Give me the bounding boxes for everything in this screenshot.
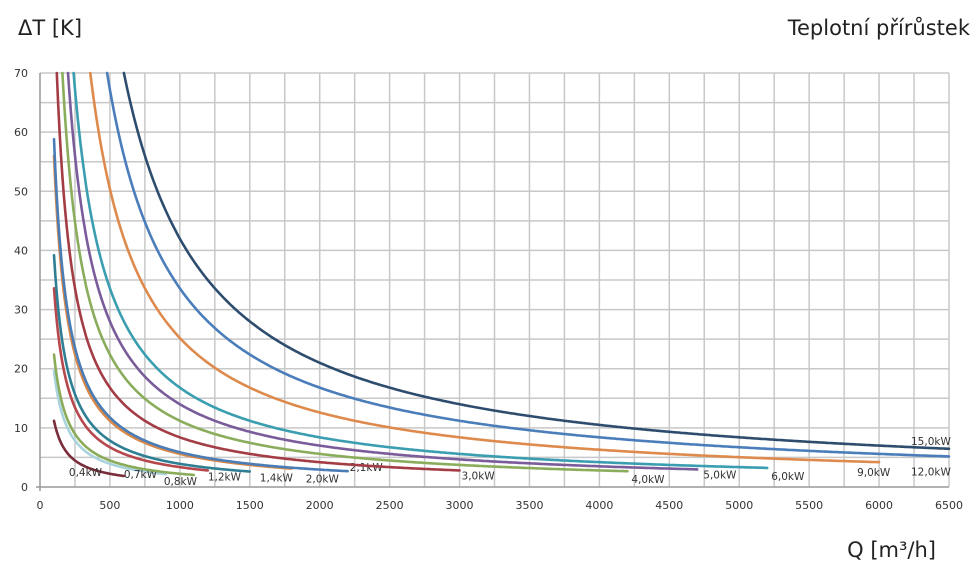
series-line-12-0kW <box>105 71 951 458</box>
x-tick-label: 1500 <box>236 499 264 512</box>
y-tick-label: 40 <box>14 244 28 257</box>
y-tick-label: 30 <box>14 304 28 317</box>
x-tick-label: 1000 <box>166 499 194 512</box>
series-line-9-0kW <box>89 71 881 464</box>
y-tick-label: 70 <box>14 67 28 80</box>
series-label: 0,7kW <box>124 469 158 481</box>
series-line-0-7kW <box>52 369 168 476</box>
series-line-1-4kW <box>52 253 252 473</box>
y-tick-label: 60 <box>14 126 28 139</box>
series-line-6-0kW <box>72 71 769 470</box>
x-tick-label: 3500 <box>515 499 543 512</box>
series-line-0-8kW <box>52 353 196 477</box>
x-tick-label: 4000 <box>585 499 613 512</box>
series-label: 0,4kW <box>69 467 103 479</box>
x-tick-label: 5000 <box>725 499 753 512</box>
series-line-1-2kW <box>52 286 210 472</box>
x-tick-label: 6500 <box>935 499 963 512</box>
series-label: 3,0kW <box>462 470 496 482</box>
y-tick-label: 50 <box>14 185 28 198</box>
series-label: 9,0kW <box>857 467 891 479</box>
series-label: 12,0kW <box>911 466 951 478</box>
series-line-5-0kW <box>66 71 699 471</box>
y-tick-label: 0 <box>21 481 28 494</box>
x-tick-label: 6000 <box>865 499 893 512</box>
series-line-2-1kW <box>52 137 350 473</box>
y-tick-label: 10 <box>14 422 28 435</box>
series-line-3-0kW <box>55 71 461 472</box>
series-label: 5,0kW <box>703 469 737 481</box>
series-line-15-0kW <box>122 71 951 451</box>
x-tick-label: 2000 <box>306 499 334 512</box>
series-label: 2,0kW <box>306 474 340 486</box>
y-axis-label: ΔT [K] <box>18 16 83 40</box>
x-axis-label: Q [m³/h] <box>847 538 936 562</box>
series-label: 15,0kW <box>911 436 951 448</box>
series-line-0-4kW <box>52 419 126 478</box>
x-tick-label: 0 <box>37 499 44 512</box>
x-tick-label: 3000 <box>446 499 474 512</box>
x-tick-label: 4500 <box>655 499 683 512</box>
x-tick-label: 2500 <box>376 499 404 512</box>
chart-title: Teplotní přírůstek <box>787 16 970 40</box>
x-tick-label: 500 <box>99 499 120 512</box>
series-label: 1,2kW <box>208 471 242 483</box>
series-line-4-0kW <box>61 71 629 473</box>
series-label: 0,8kW <box>164 476 198 488</box>
series-label: 1,4kW <box>260 473 294 485</box>
series-label: 4,0kW <box>631 474 665 486</box>
series-label: 6,0kW <box>771 471 805 483</box>
y-tick-label: 20 <box>14 363 28 376</box>
x-tick-label: 5500 <box>795 499 823 512</box>
